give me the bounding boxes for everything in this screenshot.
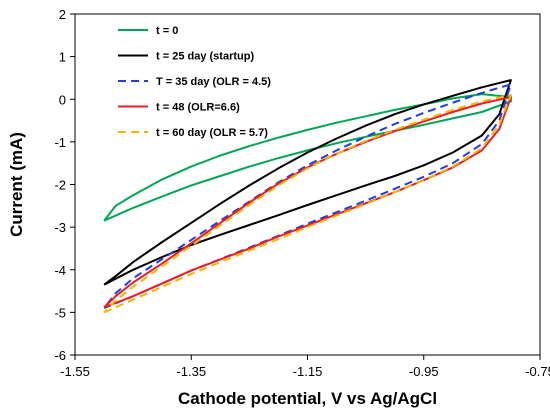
y-axis-title: Current (mA) [7, 132, 26, 237]
x-tick-label: -1.55 [60, 364, 90, 379]
legend: t = 0 t = 25 day (startup) T = 35 day (OLR… [118, 25, 271, 139]
y-tick-label: -1 [54, 135, 66, 150]
y-tick-label: 1 [59, 50, 66, 65]
y-tick-label: -6 [54, 348, 66, 363]
legend-label: t = 60 day (OLR = 5.7) [156, 127, 268, 139]
x-axis-ticks: -1.55 -1.35 -1.15 -0.95 -0.75 [60, 355, 550, 379]
legend-label: t = 25 day (startup) [156, 51, 254, 63]
series-group [103, 79, 512, 314]
y-tick-label: -2 [54, 178, 66, 193]
series-line-5 [103, 94, 512, 314]
legend-label: T = 35 day (OLR = 4.5) [156, 76, 271, 88]
x-tick-label: -1.15 [293, 364, 323, 379]
y-tick-label: 0 [59, 92, 66, 107]
y-tick-label: -5 [54, 305, 66, 320]
y-axis-ticks: -6 -5 -4 -3 -2 -1 0 1 2 [54, 7, 75, 363]
x-tick-label: -0.95 [409, 364, 439, 379]
y-tick-label: -4 [54, 263, 66, 278]
series-line-2 [103, 79, 512, 286]
x-axis-title: Cathode potential, V vs Ag/AgCl [178, 389, 437, 408]
legend-label: t = 0 [156, 25, 178, 37]
x-tick-label: -0.75 [525, 364, 550, 379]
y-tick-label: 2 [59, 7, 66, 22]
legend-label: t = 48 (OLR=6.6) [156, 102, 240, 114]
x-tick-label: -1.35 [176, 364, 206, 379]
y-tick-label: -3 [54, 220, 66, 235]
